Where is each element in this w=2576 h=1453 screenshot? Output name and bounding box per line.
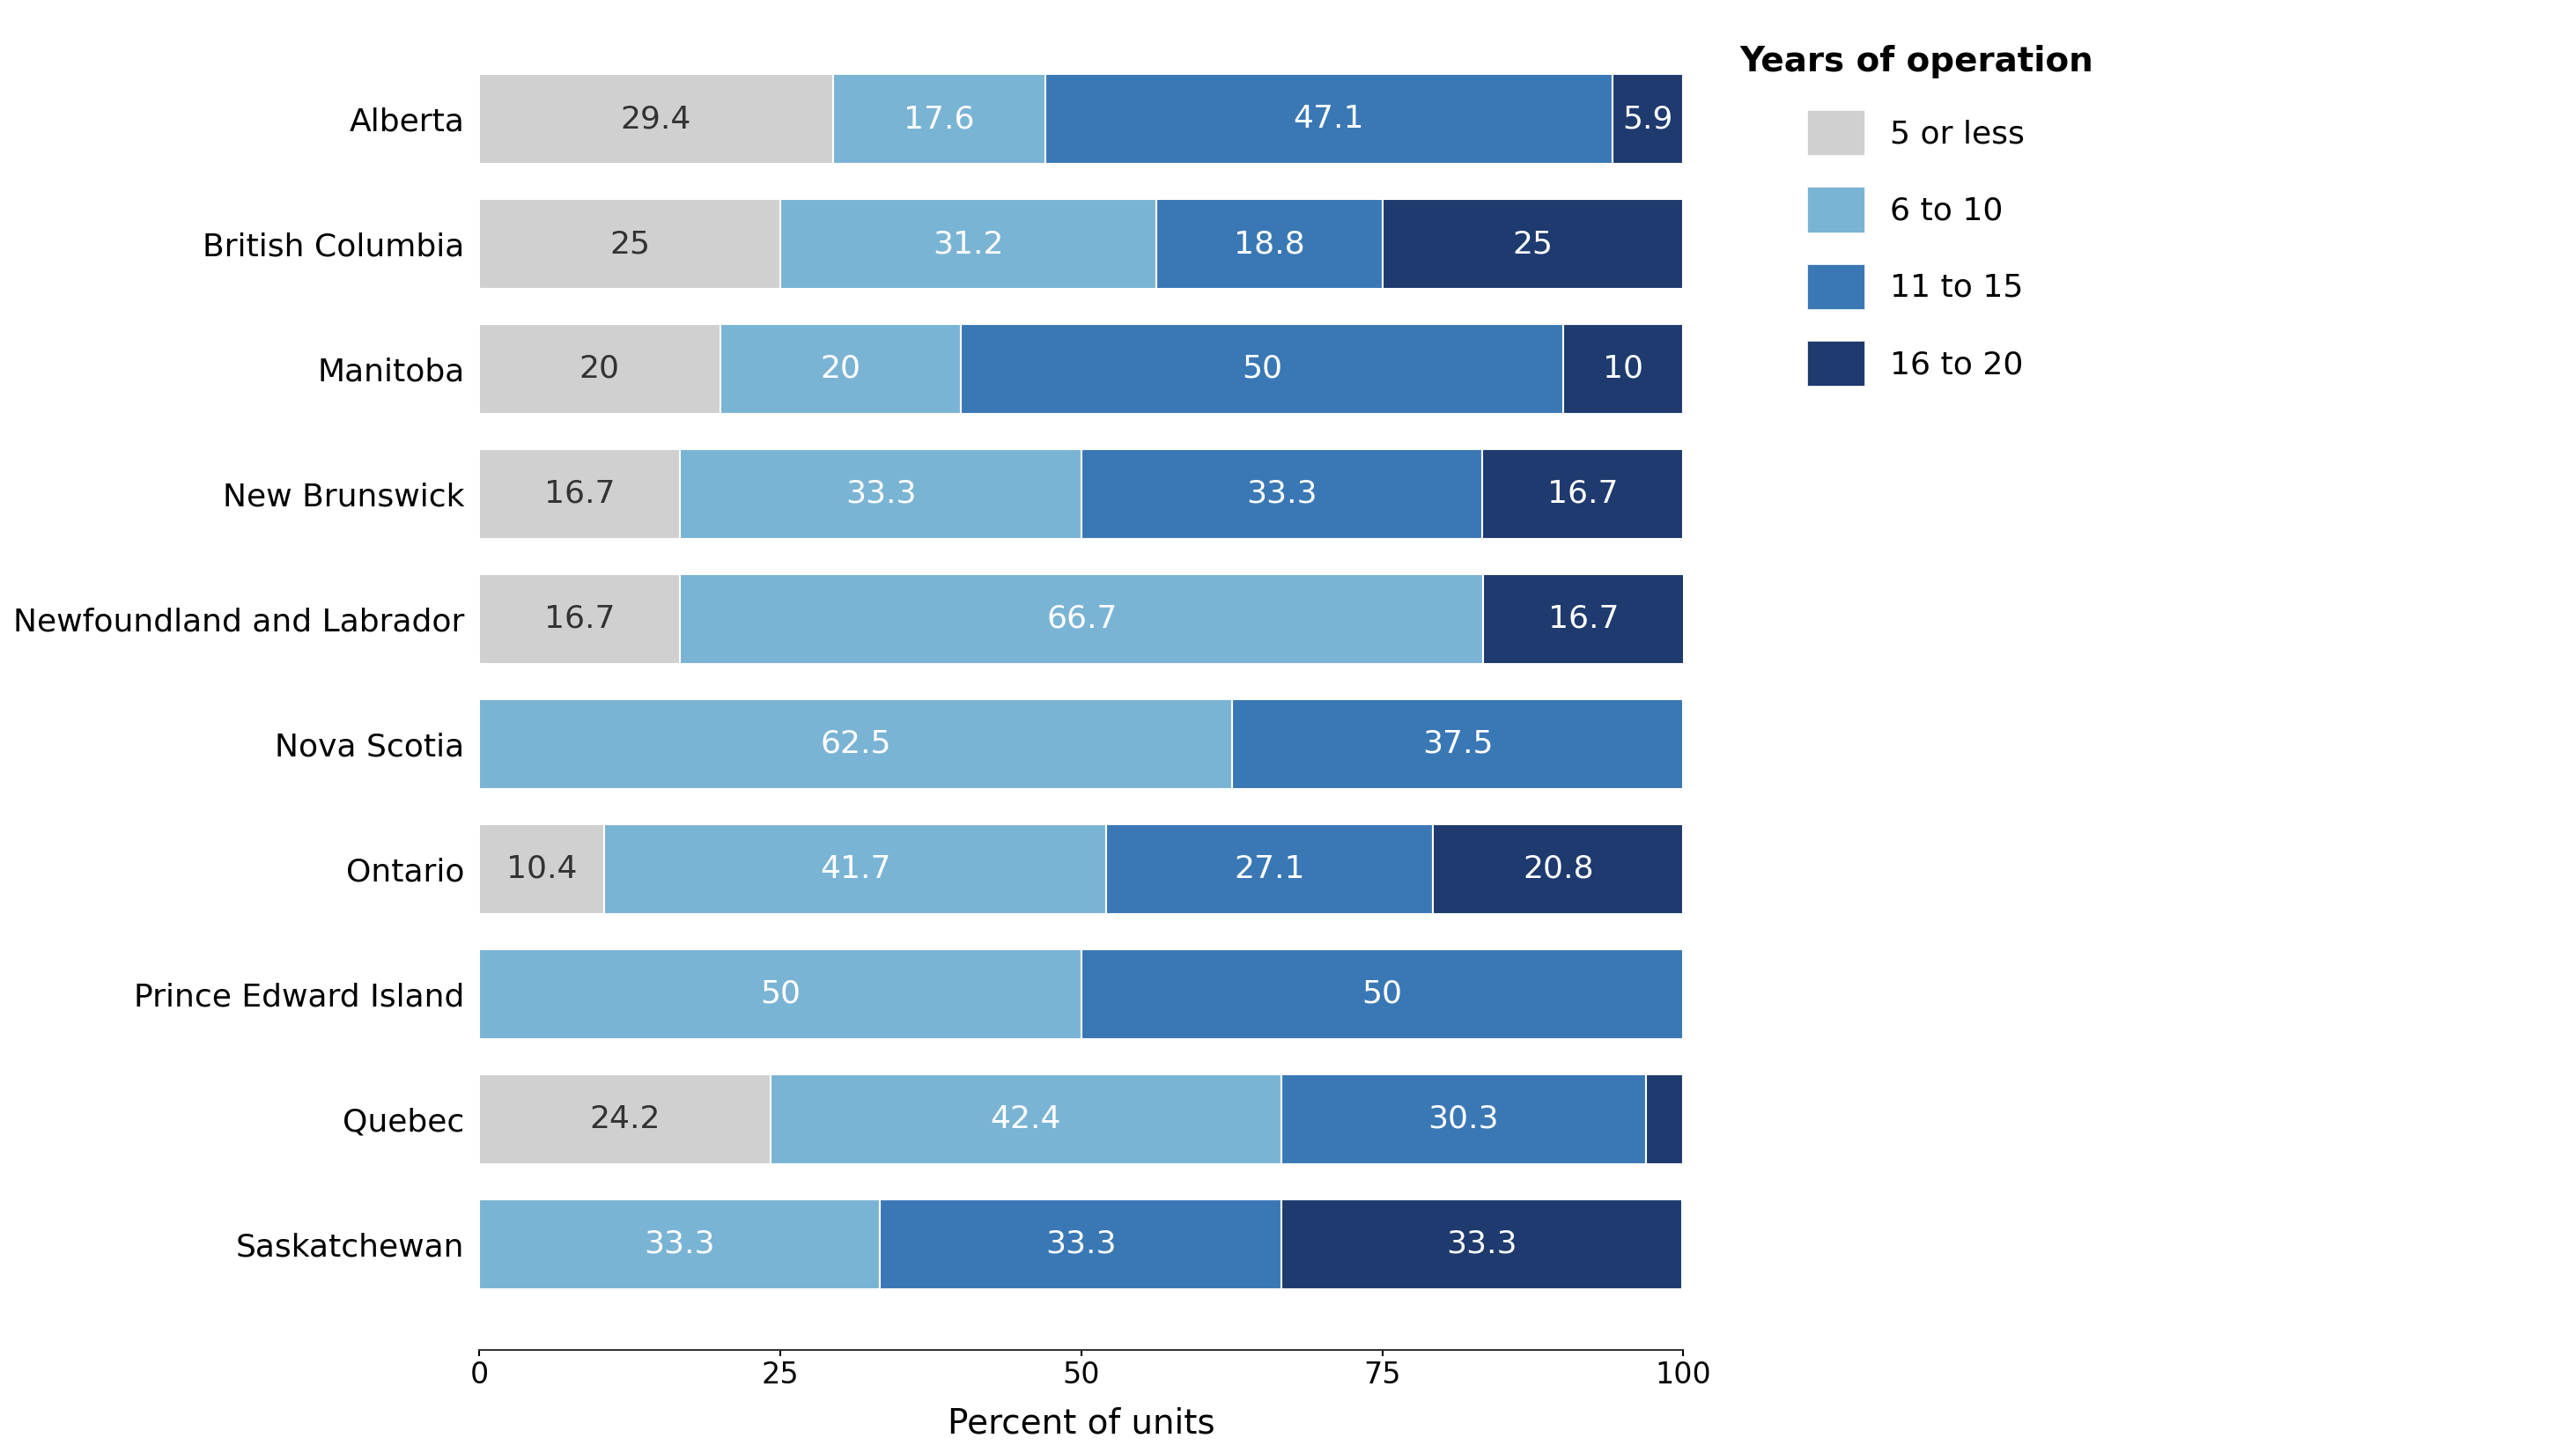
Bar <box>680 449 1082 539</box>
Text: 20: 20 <box>819 355 860 384</box>
X-axis label: Percent of units: Percent of units <box>948 1407 1216 1440</box>
Text: 31.2: 31.2 <box>933 230 1005 259</box>
Bar <box>781 199 1157 289</box>
Text: 10: 10 <box>1602 355 1643 384</box>
Bar <box>1484 574 1685 664</box>
Text: 17.6: 17.6 <box>904 105 974 134</box>
Text: 33.3: 33.3 <box>644 1229 716 1258</box>
Bar <box>1082 449 1481 539</box>
Bar <box>1231 699 1685 789</box>
Bar <box>1280 1199 1682 1289</box>
Text: 50: 50 <box>760 979 801 1008</box>
Text: 33.3: 33.3 <box>1046 1229 1115 1258</box>
Bar <box>1082 949 1685 1039</box>
Bar <box>479 574 680 664</box>
Text: 37.5: 37.5 <box>1422 729 1494 758</box>
Text: 16.7: 16.7 <box>544 479 616 509</box>
Bar <box>832 74 1046 164</box>
Text: 41.7: 41.7 <box>819 854 891 883</box>
Text: 42.4: 42.4 <box>989 1104 1061 1133</box>
Bar <box>1646 1074 1685 1164</box>
Bar <box>680 574 1484 664</box>
Bar <box>719 324 961 414</box>
Bar <box>881 1199 1280 1289</box>
Text: 27.1: 27.1 <box>1234 854 1306 883</box>
Text: 50: 50 <box>1363 979 1401 1008</box>
Text: 30.3: 30.3 <box>1427 1104 1499 1133</box>
Text: 20: 20 <box>580 355 621 384</box>
Text: 25: 25 <box>1512 230 1553 259</box>
Bar <box>479 699 1231 789</box>
Bar <box>1432 824 1685 914</box>
Bar <box>1564 324 1685 414</box>
Text: 5.9: 5.9 <box>1623 105 1674 134</box>
Text: 62.5: 62.5 <box>819 729 891 758</box>
Text: 25: 25 <box>611 230 649 259</box>
Bar <box>479 74 832 164</box>
Text: 16.7: 16.7 <box>1548 604 1620 634</box>
Bar <box>961 324 1564 414</box>
Bar <box>479 949 1082 1039</box>
Text: 10.4: 10.4 <box>507 854 577 883</box>
Bar <box>1108 824 1432 914</box>
Bar <box>479 1199 881 1289</box>
Bar <box>1481 449 1685 539</box>
Bar <box>479 199 781 289</box>
Bar <box>479 449 680 539</box>
Text: 29.4: 29.4 <box>621 105 690 134</box>
Text: 16.7: 16.7 <box>544 604 616 634</box>
Text: 20.8: 20.8 <box>1522 854 1595 883</box>
Text: 50: 50 <box>1242 355 1283 384</box>
Text: 47.1: 47.1 <box>1293 105 1365 134</box>
Bar <box>770 1074 1280 1164</box>
Text: 33.3: 33.3 <box>1247 479 1316 509</box>
Bar <box>1383 199 1685 289</box>
Text: 33.3: 33.3 <box>1445 1229 1517 1258</box>
Bar <box>1157 199 1383 289</box>
Text: 16.7: 16.7 <box>1548 479 1618 509</box>
Text: 24.2: 24.2 <box>590 1104 659 1133</box>
Bar <box>1046 74 1613 164</box>
Legend: 5 or less, 6 to 10, 11 to 15, 16 to 20: 5 or less, 6 to 10, 11 to 15, 16 to 20 <box>1723 29 2110 401</box>
Bar <box>479 1074 770 1164</box>
Bar <box>479 824 605 914</box>
Text: 66.7: 66.7 <box>1046 604 1118 634</box>
Text: 18.8: 18.8 <box>1234 230 1303 259</box>
Bar <box>605 824 1108 914</box>
Bar <box>1280 1074 1646 1164</box>
Bar <box>1613 74 1685 164</box>
Text: 33.3: 33.3 <box>845 479 917 509</box>
Bar <box>479 324 719 414</box>
